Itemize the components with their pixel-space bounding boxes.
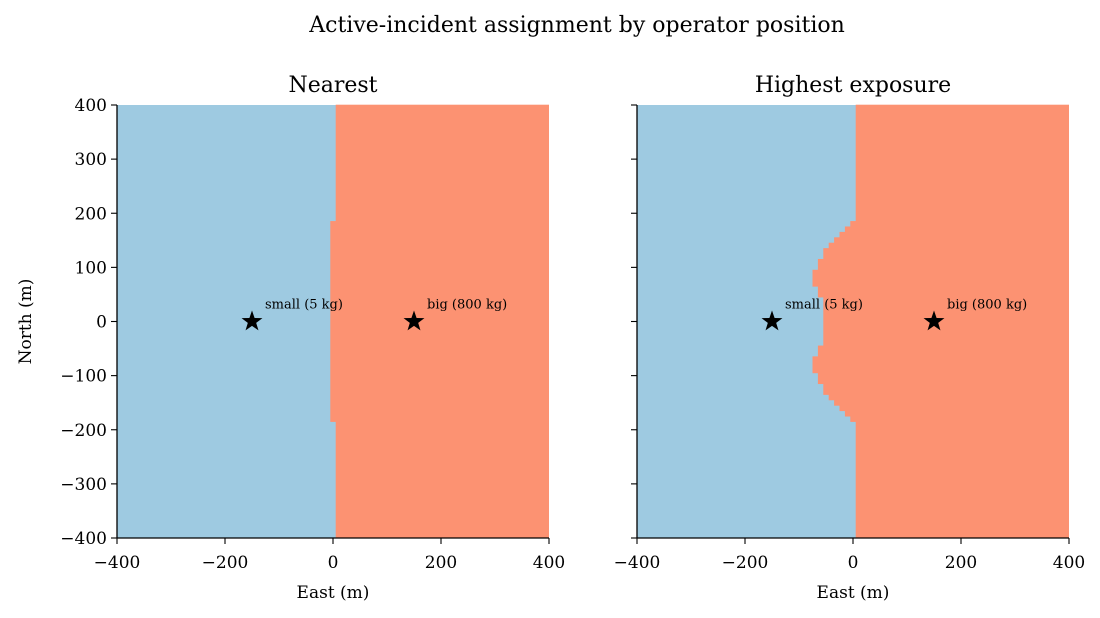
incident-star-marker — [241, 310, 263, 331]
incident-star-marker — [761, 310, 783, 331]
x-tick-label: 400 — [1053, 553, 1085, 573]
region-big-band — [335, 421, 549, 539]
x-tick-label: 400 — [533, 553, 565, 573]
region-big-band — [855, 104, 1069, 222]
y-tick-label: −100 — [60, 367, 107, 387]
y-tick-label: 300 — [75, 150, 107, 170]
region-big-band — [834, 399, 1069, 406]
x-tick-label: 0 — [328, 553, 339, 573]
region-big-band — [335, 104, 549, 222]
region-big-band — [817, 345, 1069, 357]
incident-star-marker — [923, 310, 945, 331]
region-big-band — [823, 296, 1069, 347]
region-big-band — [834, 237, 1069, 244]
incident-star-marker — [403, 310, 425, 331]
figure-title: Active-incident assignment by operator p… — [308, 13, 845, 38]
region-big-band — [850, 221, 1069, 228]
x-tick-label: 0 — [848, 553, 859, 573]
y-tick-label: −200 — [60, 421, 107, 441]
incident-label: small (5 kg) — [785, 298, 863, 313]
region-big-band — [817, 372, 1069, 385]
region-big-band — [330, 221, 549, 422]
chart-panel-nearest: −400 −200 0 200 400 −400 −300 −200 −100 0 100 200 30… — [16, 73, 565, 603]
region-big-band — [839, 231, 1069, 238]
region-big-band — [817, 258, 1069, 271]
x-tick-label: −400 — [94, 553, 141, 573]
y-axis-label: North (m) — [16, 279, 36, 365]
region-big-band — [828, 242, 1069, 249]
region-big-band — [844, 410, 1069, 417]
chart-panel-highest-exposure: −400 −200 0 200 400 Highest exposure East (m) s… — [614, 73, 1086, 603]
x-tick-label: −400 — [614, 553, 661, 573]
y-tick-label: 0 — [96, 313, 107, 333]
region-big-band — [823, 383, 1069, 395]
y-tick-label: 100 — [75, 258, 107, 278]
region-big-band — [844, 226, 1069, 233]
panel-title: Nearest — [288, 73, 377, 98]
panel-title: Highest exposure — [755, 73, 951, 98]
region-big-band — [839, 405, 1069, 412]
x-tick-label: 200 — [945, 553, 977, 573]
x-tick-label: −200 — [722, 553, 769, 573]
incident-label: big (800 kg) — [427, 298, 507, 313]
x-tick-label: −200 — [202, 553, 249, 573]
region-big-band — [828, 394, 1069, 401]
x-axis-label: East (m) — [817, 583, 890, 603]
y-tick-label: 200 — [75, 204, 107, 224]
region-big-band — [823, 248, 1069, 260]
region-big-band — [817, 286, 1069, 298]
region-big-band — [855, 421, 1069, 539]
region-big-band — [850, 415, 1069, 422]
y-tick-label: −400 — [60, 529, 107, 549]
region-big-band — [812, 356, 1069, 374]
region-big-band — [812, 269, 1069, 287]
y-tick-label: 400 — [75, 96, 107, 116]
y-tick-label: −300 — [60, 475, 107, 495]
incident-label: big (800 kg) — [947, 298, 1027, 313]
incident-label: small (5 kg) — [265, 298, 343, 313]
x-axis-label: East (m) — [297, 583, 370, 603]
x-tick-label: 200 — [425, 553, 457, 573]
